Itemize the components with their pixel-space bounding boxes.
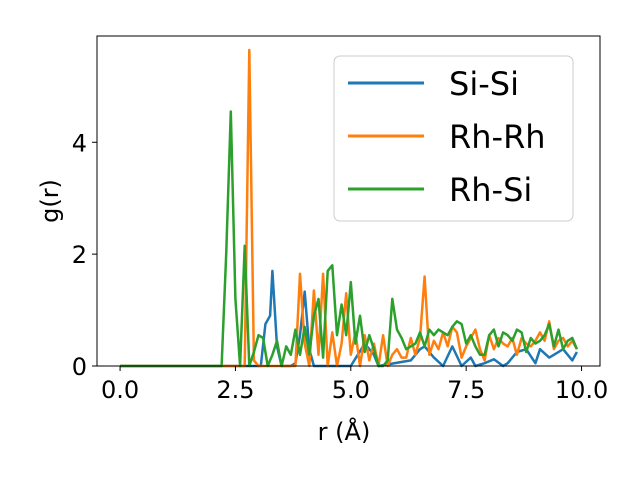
y-tick-label: 2 — [72, 241, 87, 269]
x-tick-label: 10.0 — [555, 376, 608, 404]
series-line-rh-si — [120, 110, 579, 368]
y-axis-label: g(r) — [36, 179, 64, 223]
legend-label-rh-si: Rh-Si — [449, 171, 532, 209]
x-axis-label: r (Å) — [318, 417, 371, 446]
legend: Si-Si Rh-Rh Rh-Si — [333, 55, 574, 222]
x-axis: 0.0 2.5 5.0 7.5 10.0 — [101, 366, 608, 404]
y-tick-label: 4 — [72, 129, 87, 157]
legend-label-si-si: Si-Si — [449, 65, 519, 103]
x-tick-label: 0.0 — [101, 376, 139, 404]
x-tick-label: 7.5 — [447, 376, 485, 404]
x-tick-label: 5.0 — [332, 376, 370, 404]
y-tick-label: 0 — [72, 353, 87, 381]
x-tick-label: 2.5 — [216, 376, 254, 404]
plot-frame — [96, 35, 601, 367]
legend-label-rh-rh: Rh-Rh — [449, 118, 546, 156]
y-axis: 0 2 4 — [72, 129, 97, 381]
legend-box — [333, 55, 574, 222]
